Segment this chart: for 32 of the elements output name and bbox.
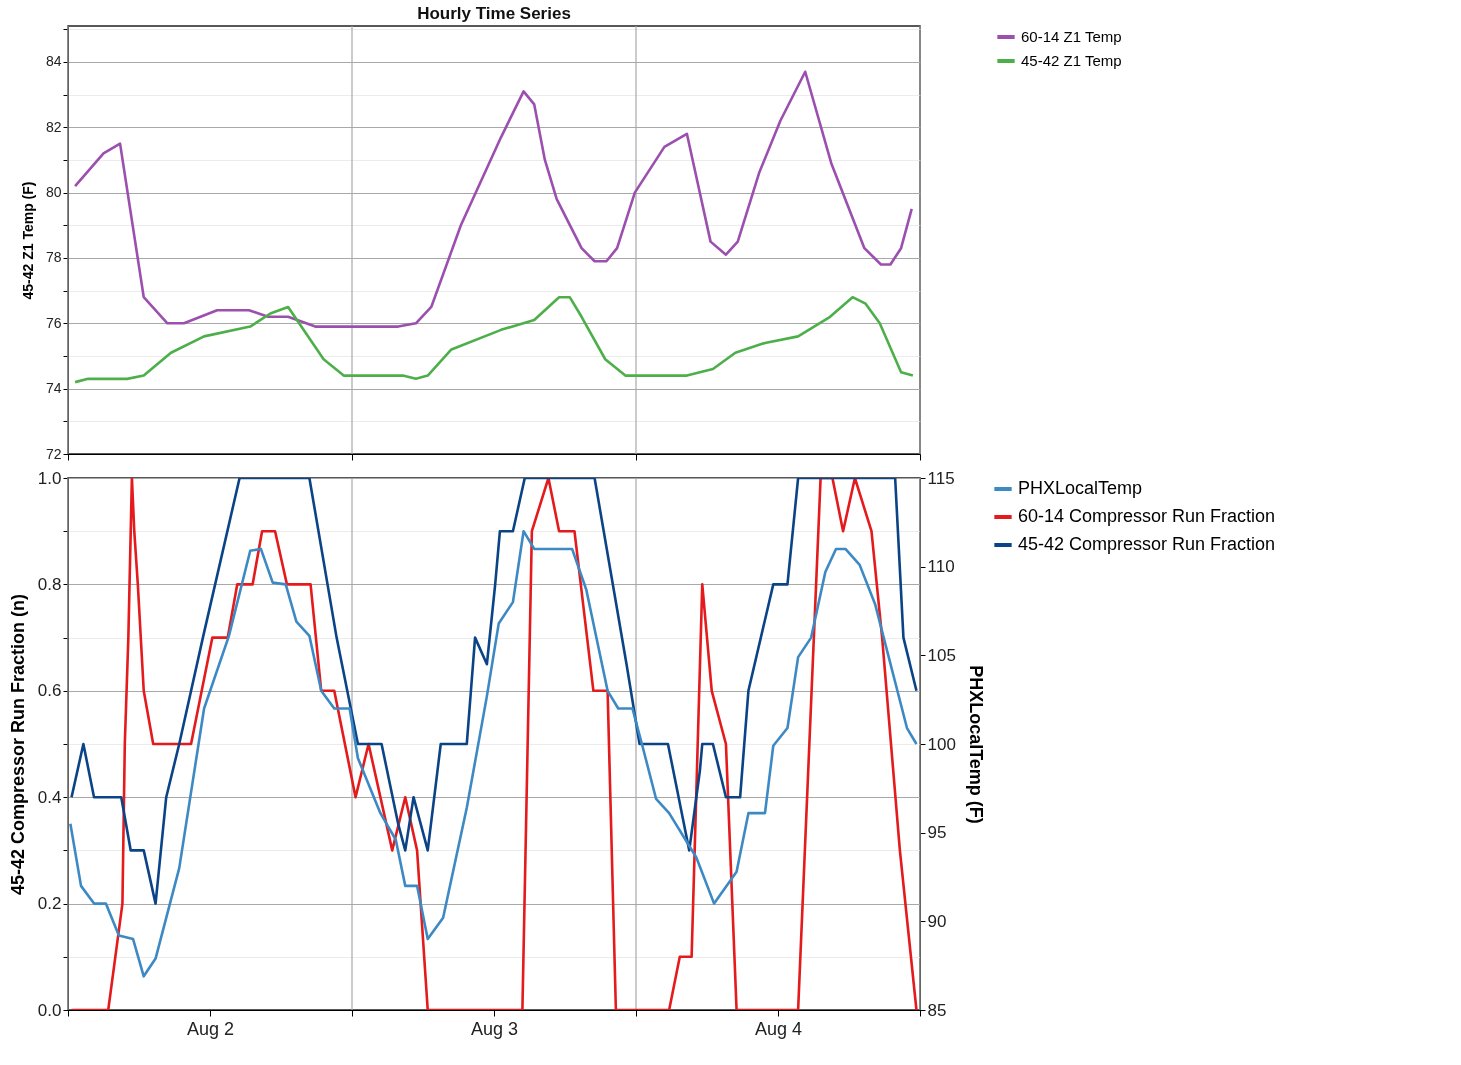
y2-tick-label: 85 [927, 1000, 947, 1020]
y2-tick-label: 90 [927, 911, 947, 931]
y-axis-title: 45-42 Z1 Temp (F) [19, 181, 36, 300]
y-tick-label: 1.0 [37, 468, 62, 488]
y2-tick-label: 115 [927, 468, 955, 488]
y2-tick-label: 100 [927, 734, 956, 754]
y-tick-label: 0.2 [37, 894, 62, 914]
y-tick-label: 0.0 [37, 1000, 62, 1020]
y2-tick-label: 105 [927, 645, 956, 665]
y2-axis-title: PHXLocalTemp (F) [965, 665, 986, 824]
y-tick-label: 74 [45, 380, 62, 397]
y-tick-label: 78 [45, 249, 62, 266]
y2-tick-label: 110 [927, 557, 955, 577]
legend-label: 45-42 Z1 Temp [1021, 52, 1122, 69]
chart-title: Hourly Time Series [417, 4, 571, 24]
x-tick-label: Aug 4 [754, 1018, 803, 1039]
y-axis-title: 45-42 Compressor Run Fraction (n) [7, 593, 28, 896]
y-tick-label: 0.6 [37, 681, 62, 701]
legend-label: 60-14 Compressor Run Fraction [1018, 506, 1276, 526]
legend-label: PHXLocalTemp [1018, 478, 1143, 498]
y2-tick-label: 95 [927, 823, 947, 843]
y-tick-label: 0.4 [37, 787, 62, 807]
y-tick-label: 80 [45, 184, 62, 201]
y-tick-label: 76 [45, 314, 62, 331]
legend-label: 45-42 Compressor Run Fraction [1018, 534, 1276, 554]
legend-label: 60-14 Z1 Temp [1021, 28, 1122, 45]
y-tick-label: 84 [45, 53, 62, 70]
x-tick-label: Aug 3 [470, 1018, 519, 1039]
y-tick-label: 72 [45, 445, 62, 462]
y-tick-label: 0.8 [37, 574, 62, 594]
x-tick-label: Aug 2 [186, 1018, 235, 1039]
y-tick-label: 82 [45, 118, 62, 135]
